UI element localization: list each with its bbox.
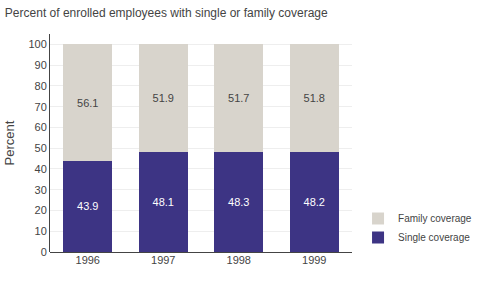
svg-text:51.8: 51.8 xyxy=(304,92,325,104)
svg-text:1996: 1996 xyxy=(76,254,100,266)
svg-text:48.1: 48.1 xyxy=(153,196,174,208)
svg-text:1997: 1997 xyxy=(151,254,175,266)
svg-text:50: 50 xyxy=(35,142,47,154)
svg-text:Percent: Percent xyxy=(2,120,17,165)
svg-text:43.9: 43.9 xyxy=(77,200,98,212)
svg-text:0: 0 xyxy=(41,246,47,258)
svg-text:1999: 1999 xyxy=(302,254,326,266)
svg-text:1998: 1998 xyxy=(227,254,251,266)
svg-text:56.1: 56.1 xyxy=(77,97,98,109)
svg-text:Family coverage: Family coverage xyxy=(398,213,472,224)
svg-text:Single coverage: Single coverage xyxy=(398,232,470,243)
svg-text:60: 60 xyxy=(35,121,47,133)
svg-text:51.7: 51.7 xyxy=(228,92,249,104)
svg-text:Percent of enrolled employees: Percent of enrolled employees with singl… xyxy=(5,6,328,20)
svg-text:10: 10 xyxy=(35,225,47,237)
svg-text:30: 30 xyxy=(35,184,47,196)
svg-text:20: 20 xyxy=(35,204,47,216)
svg-text:40: 40 xyxy=(35,163,47,175)
svg-text:90: 90 xyxy=(35,59,47,71)
svg-text:48.3: 48.3 xyxy=(228,196,249,208)
svg-text:70: 70 xyxy=(35,101,47,113)
svg-text:51.9: 51.9 xyxy=(153,92,174,104)
svg-text:100: 100 xyxy=(28,38,46,50)
svg-text:48.2: 48.2 xyxy=(304,196,325,208)
svg-text:80: 80 xyxy=(35,80,47,92)
